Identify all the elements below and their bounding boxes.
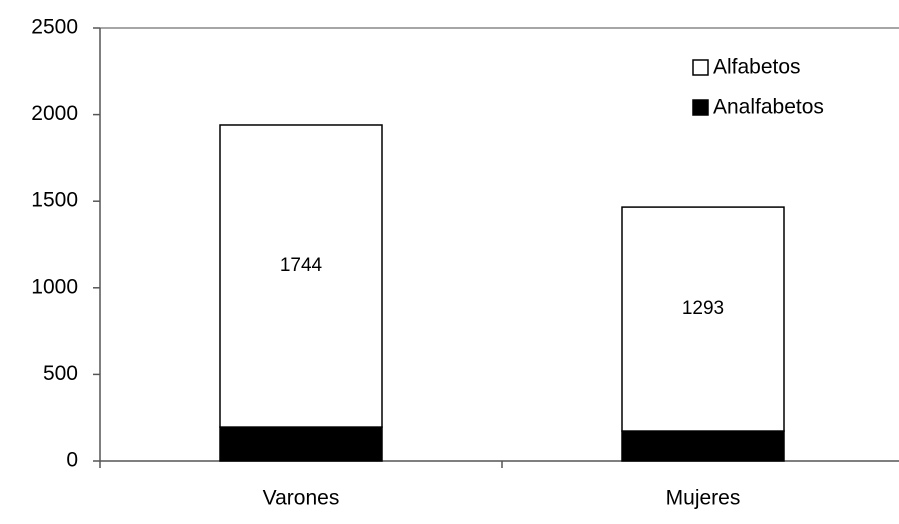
y-tick-label: 1500 xyxy=(31,189,78,212)
bar-segment xyxy=(621,206,785,432)
data-label: 1744 xyxy=(280,255,323,276)
legend-swatch xyxy=(692,99,709,116)
y-tick-label: 2000 xyxy=(31,102,78,125)
legend-label: Alfabetos xyxy=(713,56,801,79)
y-tick-label: 0 xyxy=(66,449,78,472)
bar-segment xyxy=(621,430,785,462)
y-tick-label: 500 xyxy=(43,362,78,385)
y-tick-label: 2500 xyxy=(31,16,78,39)
x-tick-label: Varones xyxy=(263,487,340,510)
legend-swatch xyxy=(692,59,709,76)
x-tick-label: Mujeres xyxy=(666,487,741,510)
y-tick-label: 1000 xyxy=(31,275,78,298)
data-label: 1293 xyxy=(682,298,724,319)
bar-segment xyxy=(219,426,383,462)
bar-segment xyxy=(219,124,383,428)
legend-label: Analfabetos xyxy=(713,96,824,119)
